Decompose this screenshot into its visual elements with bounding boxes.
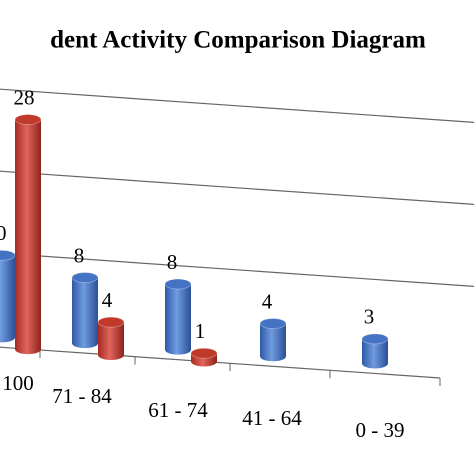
data-label: 4 — [262, 289, 273, 313]
bar-top — [164, 278, 192, 290]
bar-top — [259, 318, 287, 330]
bar-bottom — [72, 338, 98, 349]
x-tick-label: 71 - 84 — [52, 384, 112, 408]
cylinder — [190, 347, 218, 367]
data-label: 10 — [0, 221, 7, 245]
x-tick-label: 61 - 74 — [148, 398, 208, 422]
x-axis — [0, 346, 441, 379]
data-label: 8 — [74, 243, 85, 267]
bar — [72, 277, 98, 344]
bar-top — [71, 272, 99, 284]
grid-line — [0, 252, 474, 287]
bar-bottom — [98, 349, 124, 360]
grid-line — [0, 170, 474, 205]
data-label: 28 — [14, 85, 35, 109]
data-label: 3 — [364, 305, 375, 329]
bar-bottom — [260, 351, 286, 362]
cylinder — [14, 114, 42, 355]
data-label: 1 — [195, 319, 206, 343]
bar — [15, 119, 41, 350]
bar — [0, 255, 15, 338]
bar-top — [190, 347, 218, 359]
bar-bottom — [15, 344, 41, 355]
grid-line — [0, 88, 474, 123]
cylinder — [259, 318, 287, 362]
cylinder — [71, 272, 99, 349]
bar-top — [97, 316, 125, 328]
bar — [260, 323, 286, 357]
bar-bottom — [165, 344, 191, 355]
cylinder — [0, 249, 16, 343]
bar-top — [14, 114, 42, 126]
cylinder — [97, 316, 125, 360]
x-tick-label: 0 - 39 — [356, 418, 405, 442]
bar — [165, 284, 191, 350]
chart-title: dent Activity Comparison Diagram — [50, 27, 426, 54]
bar-bottom — [362, 358, 388, 369]
x-tick-label: 100 — [2, 371, 34, 395]
bar-bottom — [191, 356, 217, 367]
cylinder — [361, 333, 389, 369]
x-tick-label: 41 - 64 — [242, 406, 302, 430]
bar-top — [361, 333, 389, 345]
cylinder — [164, 278, 192, 355]
data-label: 4 — [102, 288, 113, 312]
bar-bottom — [0, 332, 15, 343]
data-label: 8 — [167, 250, 178, 274]
bar — [98, 322, 124, 355]
